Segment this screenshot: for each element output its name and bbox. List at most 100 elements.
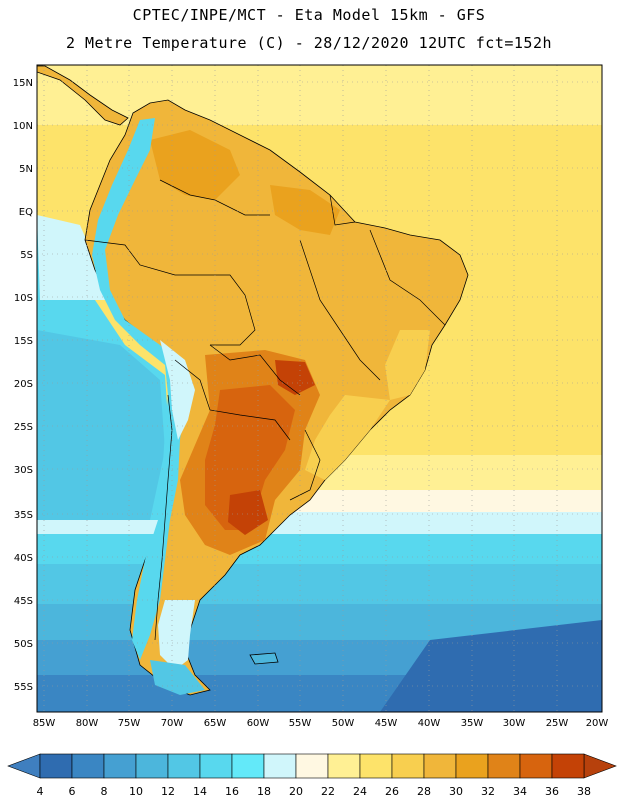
colorbar-high-arrow — [583, 753, 617, 779]
hot-core-paraguay — [275, 360, 315, 395]
ocean-cold-patch — [380, 620, 602, 712]
colorbar-label: 16 — [225, 785, 239, 798]
colorbar-swatch — [39, 753, 73, 779]
lat-label: 5S — [20, 250, 33, 261]
lon-label: 60W — [247, 718, 270, 729]
colorbar-swatch — [103, 753, 137, 779]
colorbar-label: 10 — [129, 785, 143, 798]
lat-label: 20S — [14, 379, 33, 390]
tierra-del-fuego — [150, 660, 205, 695]
colorbar-swatch — [423, 753, 457, 779]
warm-amazon-region — [270, 185, 340, 235]
colorbar-label: 30 — [449, 785, 463, 798]
border-brazil-states — [299, 239, 381, 381]
colorbar-label: 22 — [321, 785, 335, 798]
very-hot-region — [205, 385, 295, 530]
colorbar-label: 8 — [101, 785, 108, 798]
lat-label: 40S — [14, 553, 33, 564]
ocean-band-north — [37, 65, 602, 125]
title-line-1: CPTEC/INPE/MCT - Eta Model 15km - GFS — [132, 6, 486, 24]
colorbar-label: 24 — [353, 785, 367, 798]
colorbar-swatch — [199, 753, 233, 779]
graticule — [37, 65, 602, 712]
central-america-land — [37, 65, 129, 126]
colorbar-label: 34 — [513, 785, 527, 798]
colorbar-label: 6 — [69, 785, 76, 798]
colorbar-swatch — [167, 753, 201, 779]
colorbar-swatch — [263, 753, 297, 779]
lat-label: 15N — [13, 78, 33, 89]
colorbar-swatch — [551, 753, 585, 779]
lon-label: 70W — [161, 718, 184, 729]
colorbar-swatch — [135, 753, 169, 779]
border-bolivia — [209, 344, 301, 396]
colorbar-swatch — [71, 753, 105, 779]
colorbar-labels: 4 6 8 10 12 14 16 18 20 22 24 26 28 30 3… — [37, 785, 592, 798]
border-peru-brazil — [84, 239, 256, 346]
lon-label: 20W — [586, 718, 609, 729]
map-field — [37, 65, 602, 712]
lon-label: 30W — [503, 718, 526, 729]
colorbar-swatch — [487, 753, 521, 779]
colorbar-low-arrow — [7, 753, 41, 779]
lon-label: 80W — [76, 718, 99, 729]
latitude-axis: 15N 10N 5N EQ 5S 10S 15S 20S 25S 30S 35S… — [13, 78, 33, 693]
lat-label: 50S — [14, 639, 33, 650]
colorbar-swatch — [391, 753, 425, 779]
colorbar-label: 18 — [257, 785, 271, 798]
colorbar-label: 38 — [577, 785, 591, 798]
lat-label: EQ — [19, 207, 33, 218]
colorbar-label: 32 — [481, 785, 495, 798]
lon-label: 65W — [204, 718, 227, 729]
warm-north-region — [150, 130, 240, 200]
lon-label: 55W — [289, 718, 312, 729]
east-coast — [385, 330, 430, 400]
colorbar-swatch — [231, 753, 265, 779]
longitude-axis: 85W 80W 75W 70W 65W 60W 55W 50W 45W 40W … — [33, 718, 609, 729]
colorbar-swatch — [519, 753, 553, 779]
pacific-light-band — [37, 215, 110, 300]
border-northeast-states — [369, 229, 446, 326]
colorbar-swatches — [39, 753, 585, 779]
lat-label: 30S — [14, 465, 33, 476]
lat-label: 35S — [14, 510, 33, 521]
andes-cold-ridge — [92, 118, 185, 660]
lat-label: 15S — [14, 336, 33, 347]
lat-label: 55S — [14, 682, 33, 693]
lon-label: 35W — [461, 718, 484, 729]
colorbar-label: 28 — [417, 785, 431, 798]
hottest-core — [228, 490, 268, 535]
lon-label: 75W — [118, 718, 141, 729]
border-guianas — [329, 194, 356, 226]
lon-label: 25W — [546, 718, 569, 729]
colorbar-label: 26 — [385, 785, 399, 798]
patagonia-cool — [158, 600, 195, 670]
lat-label: 45S — [14, 596, 33, 607]
colorbar-swatch — [455, 753, 489, 779]
title-line-2: 2 Metre Temperature (C) - 28/12/2020 12U… — [65, 34, 553, 52]
lat-label: 5N — [19, 164, 33, 175]
lon-label: 85W — [33, 718, 56, 729]
lat-label: 10N — [13, 121, 33, 132]
southeast-coast — [305, 395, 390, 480]
lat-label: 25S — [14, 422, 33, 433]
colorbar-swatch — [295, 753, 329, 779]
colorbar-label: 12 — [161, 785, 175, 798]
falkland-islands — [249, 652, 279, 665]
map-frame — [36, 64, 603, 713]
colorbar-label: 20 — [289, 785, 303, 798]
colorbar-label: 14 — [193, 785, 207, 798]
colorbar-label: 36 — [545, 785, 559, 798]
colorbar: 4 6 8 10 12 14 16 18 20 22 24 26 28 30 3… — [7, 753, 617, 798]
altiplano-cool — [160, 340, 195, 440]
colorbar-swatch — [359, 753, 393, 779]
colorbar-label: 4 — [37, 785, 44, 798]
pacific-cool-core — [37, 330, 165, 520]
lat-label: 10S — [14, 293, 33, 304]
ocean-band-14 — [37, 564, 602, 604]
lon-label: 45W — [375, 718, 398, 729]
ocean-band-16 — [37, 534, 602, 564]
lon-label: 40W — [418, 718, 441, 729]
lon-label: 50W — [332, 718, 355, 729]
